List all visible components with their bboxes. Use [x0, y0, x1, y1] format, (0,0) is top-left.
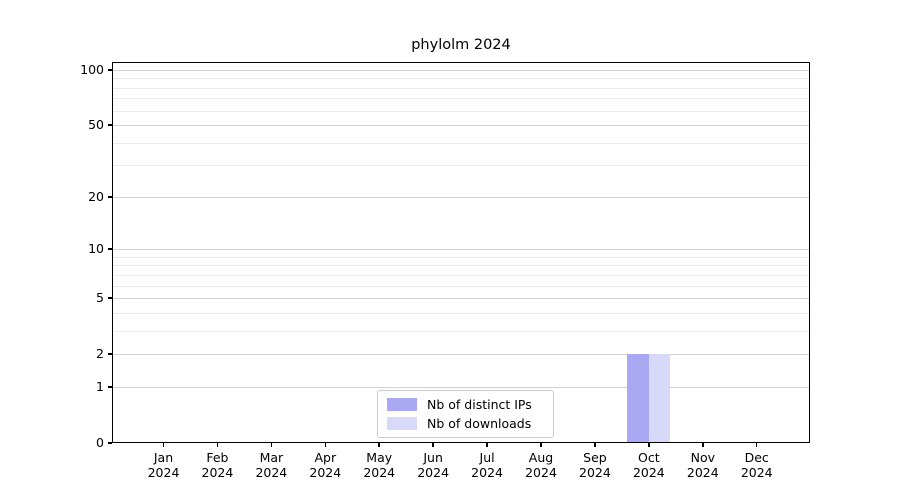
- x-tick-label: Jun 2024: [417, 450, 450, 480]
- y-tick-label: 100: [80, 62, 104, 77]
- y-tick-label: 2: [96, 346, 104, 362]
- gridline-major: [112, 125, 810, 127]
- y-tick-label: 0: [96, 435, 104, 450]
- gridline-minor: [112, 98, 810, 100]
- x-tick-label: Sep 2024: [579, 450, 611, 480]
- x-tick-label: Jan 2024: [147, 450, 180, 480]
- y-axis-tick: [107, 386, 112, 388]
- y-tick-label: 50: [88, 117, 104, 133]
- gridline-minor: [112, 110, 810, 112]
- gridline-minor: [112, 165, 810, 167]
- legend-label-downloads: Nb of downloads: [427, 416, 532, 431]
- x-axis-tick: [432, 443, 434, 447]
- bar-distinct-ips-oct: [627, 354, 649, 443]
- y-tick-label: 1: [96, 378, 104, 394]
- legend-swatch-distinct-ips: [387, 398, 417, 411]
- bar-downloads-oct: [648, 354, 671, 443]
- y-axis-tick: [107, 124, 112, 126]
- x-axis-tick: [594, 443, 596, 447]
- y-tick-label: 10: [88, 241, 104, 257]
- x-tick-label: Jul 2024: [471, 450, 503, 480]
- x-axis-tick: [270, 443, 273, 447]
- legend-label-distinct-ips: Nb of distinct IPs: [427, 397, 532, 412]
- x-axis-tick: [540, 443, 542, 447]
- x-axis-tick: [755, 443, 758, 447]
- x-tick-label: Apr 2024: [309, 450, 342, 480]
- gridline-major: [112, 196, 810, 198]
- gridline-major: [112, 249, 810, 251]
- gridline-minor: [112, 78, 810, 80]
- gridline-minor: [112, 285, 810, 287]
- y-axis-tick: [107, 297, 112, 299]
- x-tick-label: Nov 2024: [686, 450, 719, 480]
- y-axis-tick: [107, 196, 112, 198]
- x-axis-tick: [486, 443, 488, 447]
- y-axis-tick: [107, 248, 112, 250]
- plot-area: [112, 62, 810, 443]
- y-tick-label: 20: [88, 188, 104, 204]
- x-axis-tick: [216, 443, 219, 447]
- gridline-minor: [112, 265, 810, 267]
- x-tick-label: Oct 2024: [632, 450, 665, 480]
- gridline-minor: [112, 274, 810, 276]
- gridline-major: [112, 354, 810, 356]
- gridline-major: [112, 298, 810, 300]
- y-tick-label: 5: [96, 290, 104, 306]
- x-tick-label: Mar 2024: [255, 450, 288, 480]
- gridline-minor: [112, 142, 810, 144]
- legend: Nb of distinct IPs Nb of downloads: [377, 390, 554, 438]
- gridline-major: [112, 386, 810, 388]
- x-axis-tick: [378, 443, 380, 447]
- x-tick-label: May 2024: [363, 450, 396, 480]
- gridline-minor: [112, 330, 810, 332]
- x-tick-label: Dec 2024: [740, 450, 773, 480]
- x-axis-tick: [702, 443, 704, 447]
- y-axis-tick: [107, 442, 112, 444]
- x-axis-tick: [162, 443, 165, 447]
- x-tick-label: Feb 2024: [201, 450, 234, 480]
- gridline-major: [112, 70, 810, 71]
- x-tick-label: Aug 2024: [525, 450, 557, 480]
- y-axis-tick: [107, 353, 112, 355]
- legend-item-distinct-ips: Nb of distinct IPs: [387, 397, 544, 412]
- gridline-minor: [112, 87, 810, 89]
- legend-swatch-downloads: [387, 417, 417, 430]
- x-axis-tick: [324, 443, 327, 447]
- chart-title: phylolm 2024: [411, 37, 511, 53]
- gridline-minor: [112, 312, 810, 314]
- x-axis-tick: [648, 443, 650, 447]
- legend-item-downloads: Nb of downloads: [387, 416, 544, 431]
- y-axis-tick: [107, 69, 112, 71]
- gridline-minor: [112, 256, 810, 258]
